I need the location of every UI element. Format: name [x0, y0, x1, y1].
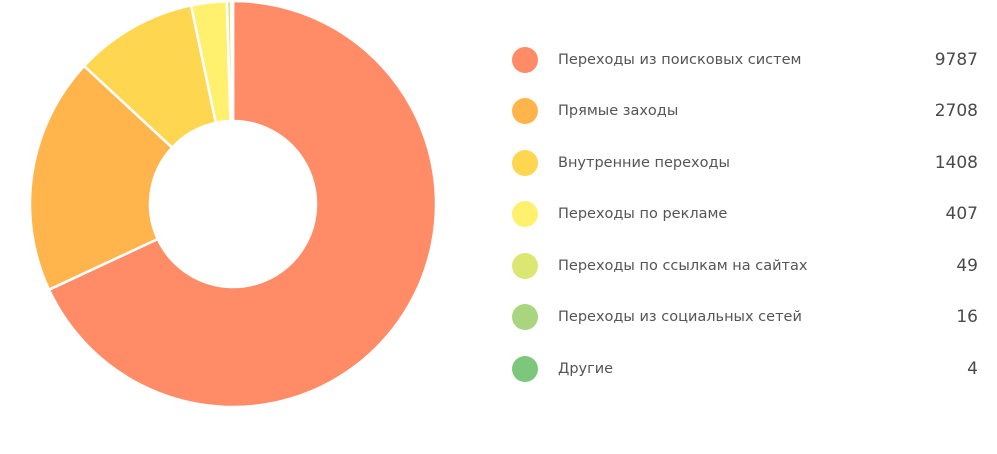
- legend-item[interactable]: Переходы из поисковых систем 9787: [512, 34, 978, 86]
- legend-value: 16: [956, 307, 978, 328]
- donut-slice-1[interactable]: [47, 0, 438, 409]
- legend-color-dot: [512, 46, 538, 73]
- donut-chart: [28, 0, 438, 409]
- legend-item[interactable]: Другие 4: [512, 343, 978, 395]
- legend-label: Переходы из социальных сетей: [558, 309, 802, 326]
- legend-item[interactable]: Прямые заходы 2708: [512, 86, 978, 138]
- legend-value: 2708: [934, 101, 978, 122]
- legend-value: 49: [956, 255, 978, 276]
- chart-legend: Переходы из поисковых систем 9787 Прямые з…: [512, 34, 978, 395]
- legend-color-dot: [512, 149, 538, 176]
- legend-label: Внутренние переходы: [558, 154, 730, 171]
- legend-color-dot: [512, 98, 538, 125]
- legend-color-dot: [512, 252, 538, 279]
- legend-value: 407: [945, 204, 978, 225]
- legend-item[interactable]: Переходы по ссылкам на сайтах 49: [512, 240, 978, 292]
- legend-item[interactable]: Переходы из социальных сетей 16: [512, 292, 978, 344]
- legend-label: Переходы по ссылкам на сайтах: [558, 257, 808, 274]
- legend-color-dot: [512, 304, 538, 331]
- legend-color-dot: [512, 201, 538, 228]
- donut-slice-2[interactable]: [28, 64, 174, 291]
- legend-value: 9787: [934, 49, 978, 70]
- legend-label: Переходы по рекламе: [558, 206, 728, 223]
- legend-label: Переходы из поисковых систем: [558, 51, 802, 68]
- legend-label: Другие: [558, 360, 614, 377]
- legend-value: 1408: [934, 152, 978, 173]
- legend-value: 4: [967, 358, 978, 379]
- legend-item[interactable]: Переходы по рекламе 407: [512, 189, 978, 241]
- legend-label: Прямые заходы: [558, 103, 679, 120]
- legend-color-dot: [512, 355, 538, 382]
- legend-item[interactable]: Внутренние переходы 1408: [512, 137, 978, 189]
